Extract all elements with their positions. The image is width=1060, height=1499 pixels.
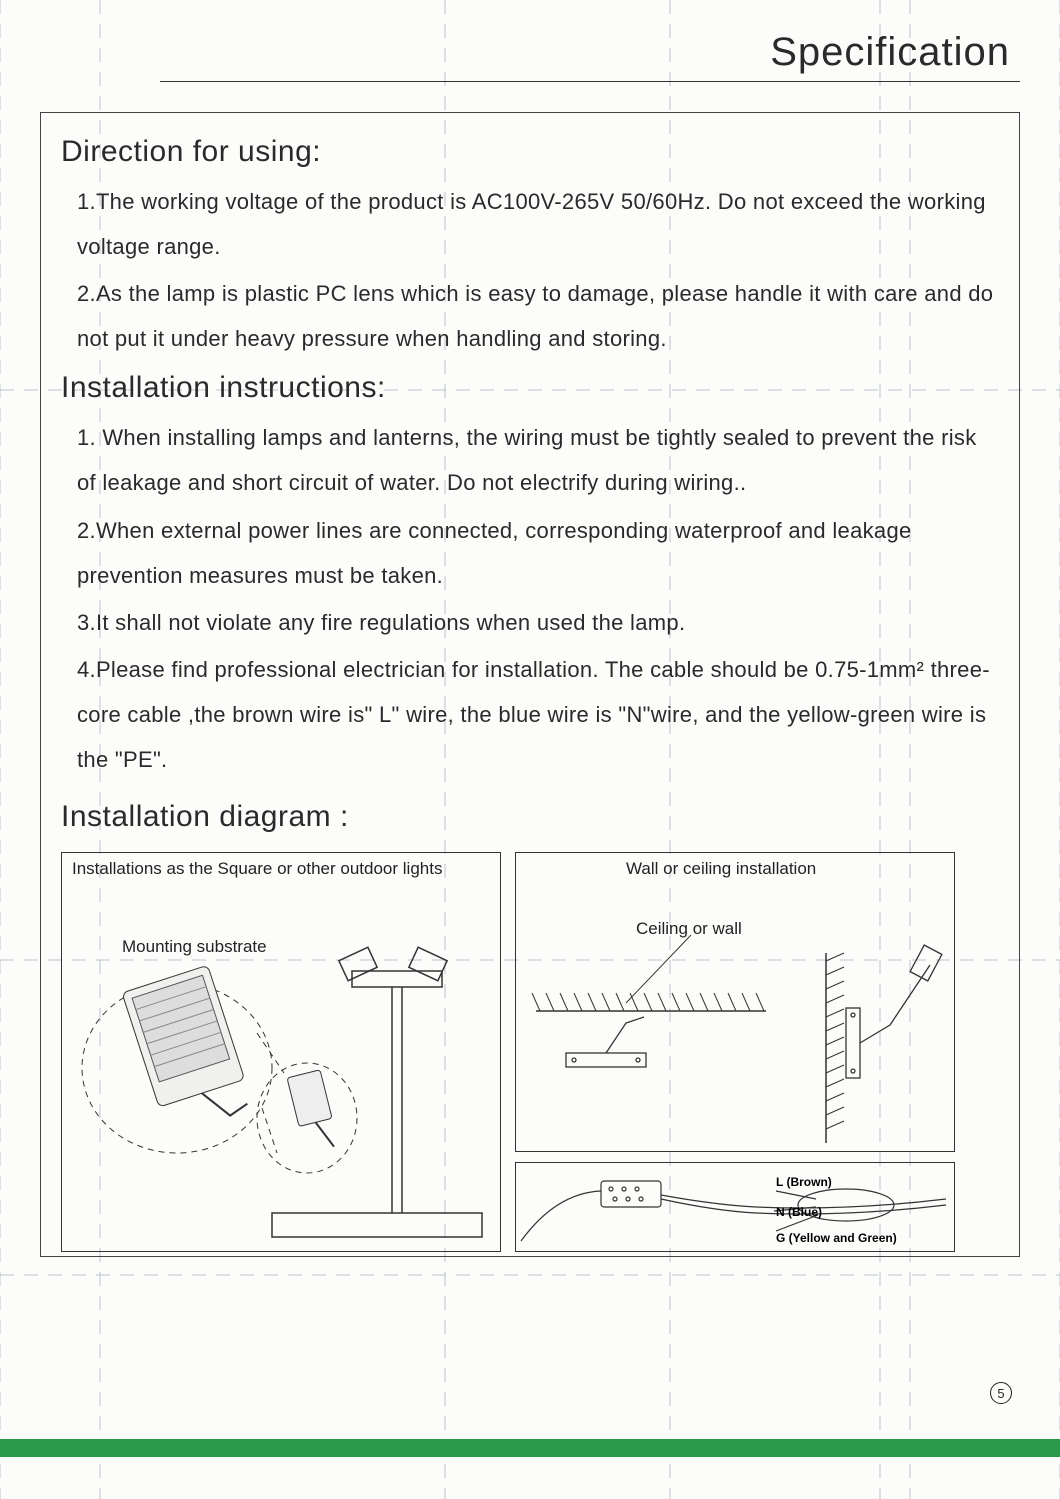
diagram-heading: Installation diagram : xyxy=(61,800,999,834)
diagram-r1-svg xyxy=(516,853,956,1153)
content-frame: Direction for using: 1.The working volta… xyxy=(40,112,1020,1257)
diagram-row: Installations as the Square or other out… xyxy=(61,852,999,1252)
direction-heading: Direction for using: xyxy=(61,135,999,169)
install-p4: 4.Please find professional electrician f… xyxy=(77,647,999,782)
wire-label-g: G (Yellow and Green) xyxy=(776,1231,897,1245)
diagram-left-caption: Installations as the Square or other out… xyxy=(72,859,442,879)
page-number: 5 xyxy=(990,1382,1012,1404)
install-p1: 1. When installing lamps and lanterns, t… xyxy=(77,415,999,505)
direction-p2: 2.As the lamp is plastic PC lens which i… xyxy=(77,271,999,361)
page-title: Specification xyxy=(40,30,1020,75)
footer-bar xyxy=(0,1439,1060,1457)
diagram-left-svg xyxy=(62,853,502,1253)
diagram-right-top: Wall or ceiling installation Ceiling or … xyxy=(515,852,955,1152)
wire-label-l: L (Brown) xyxy=(776,1175,832,1189)
install-p2: 2.When external power lines are connecte… xyxy=(77,508,999,598)
install-heading: Installation instructions: xyxy=(61,371,999,405)
diagram-right-col: Wall or ceiling installation Ceiling or … xyxy=(515,852,955,1252)
wire-label-n: N (Blue) xyxy=(776,1205,822,1219)
diagram-r1-caption: Wall or ceiling installation xyxy=(626,859,816,879)
direction-p1: 1.The working voltage of the product is … xyxy=(77,179,999,269)
install-p3: 3.It shall not violate any fire regulati… xyxy=(77,600,999,645)
diagram-left-label: Mounting substrate xyxy=(122,937,267,957)
diagram-r1-label: Ceiling or wall xyxy=(636,919,742,939)
page: Specification Direction for using: 1.The… xyxy=(0,0,1060,1499)
diagram-right-bottom: L (Brown) N (Blue) G (Yellow and Green) xyxy=(515,1162,955,1252)
title-rule xyxy=(160,81,1020,82)
diagram-left: Installations as the Square or other out… xyxy=(61,852,501,1252)
